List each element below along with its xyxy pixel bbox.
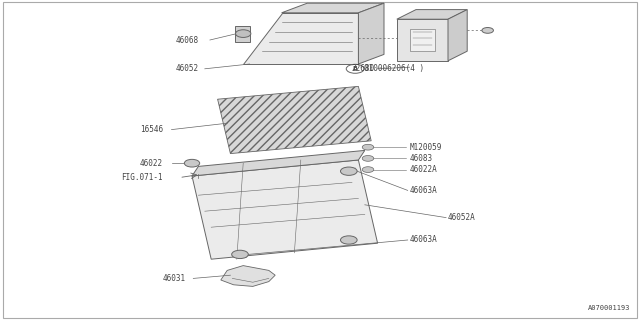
Text: 46068: 46068	[175, 36, 198, 44]
Text: 010006206(4 ): 010006206(4 )	[364, 64, 424, 73]
Text: 46031: 46031	[163, 274, 186, 283]
Polygon shape	[243, 13, 358, 64]
Text: 46022A: 46022A	[410, 165, 437, 174]
Text: A070001193: A070001193	[588, 305, 630, 311]
Circle shape	[236, 30, 251, 37]
Text: 46052A: 46052A	[448, 213, 476, 222]
Polygon shape	[235, 26, 250, 42]
Circle shape	[340, 167, 357, 175]
Text: M120059: M120059	[410, 143, 442, 152]
Polygon shape	[448, 10, 467, 61]
Text: 16546: 16546	[140, 125, 163, 134]
Text: FIG.071-1: FIG.071-1	[122, 173, 163, 182]
Text: 46022: 46022	[140, 159, 163, 168]
Text: 46083: 46083	[410, 154, 433, 163]
Polygon shape	[192, 150, 365, 176]
Polygon shape	[218, 86, 371, 154]
Circle shape	[184, 159, 200, 167]
Text: 22680: 22680	[351, 64, 374, 73]
Circle shape	[232, 250, 248, 259]
Circle shape	[362, 167, 374, 172]
Text: B: B	[353, 66, 358, 71]
Polygon shape	[221, 266, 275, 286]
Polygon shape	[358, 3, 384, 64]
Text: 46063A: 46063A	[410, 186, 437, 195]
Circle shape	[482, 28, 493, 33]
Polygon shape	[410, 29, 435, 51]
Circle shape	[362, 144, 374, 150]
Circle shape	[362, 156, 374, 161]
Polygon shape	[397, 10, 467, 19]
Polygon shape	[397, 19, 448, 61]
Text: 46052: 46052	[175, 64, 198, 73]
Circle shape	[340, 236, 357, 244]
Text: 46063A: 46063A	[410, 236, 437, 244]
Polygon shape	[282, 3, 384, 13]
Polygon shape	[192, 160, 378, 259]
